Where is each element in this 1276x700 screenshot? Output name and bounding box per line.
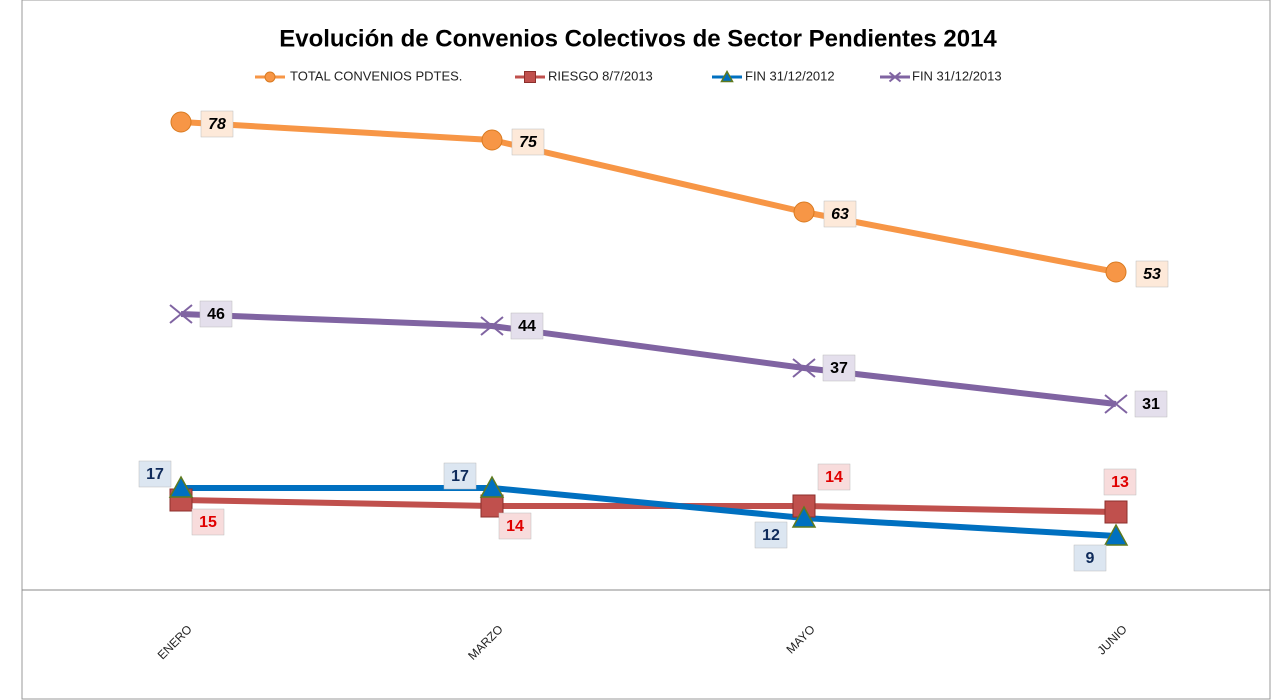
data-label-box	[511, 128, 545, 156]
legend-marker	[720, 69, 734, 83]
data-label: 13	[1111, 474, 1129, 491]
legend-label: TOTAL CONVENIOS PDTES.	[290, 68, 462, 83]
data-label: 37	[830, 360, 848, 377]
data-label-box	[443, 462, 477, 490]
data-point	[792, 358, 816, 378]
data-point	[481, 129, 503, 151]
data-label-box	[498, 512, 532, 540]
legend-label: FIN 31/12/2012	[745, 68, 835, 83]
data-label: 17	[451, 468, 469, 485]
data-point	[170, 111, 192, 133]
data-label: 14	[506, 518, 524, 535]
legend-marker	[524, 71, 536, 83]
data-label-box	[200, 110, 234, 138]
data-label: 12	[762, 527, 780, 544]
data-point	[169, 304, 193, 324]
data-label-box	[1135, 260, 1169, 288]
data-label: 9	[1086, 550, 1095, 567]
data-label: 15	[199, 514, 217, 531]
data-label-box	[754, 521, 788, 549]
data-label-box	[191, 508, 225, 536]
data-point	[479, 475, 505, 498]
data-label: 44	[518, 318, 536, 335]
legend-label: FIN 31/12/2013	[912, 68, 1002, 83]
legend-marker	[888, 71, 902, 83]
legend-label: RIESGO 8/7/2013	[548, 68, 653, 83]
data-label-box	[1134, 390, 1168, 418]
data-point	[168, 475, 194, 498]
data-label: 17	[146, 466, 164, 483]
legend-marker	[264, 71, 276, 83]
data-label-box	[823, 200, 857, 228]
data-point	[480, 316, 504, 336]
series-line	[181, 485, 1117, 539]
data-label-box	[822, 354, 856, 382]
series-line	[180, 311, 1117, 407]
data-point	[1104, 500, 1128, 524]
data-point	[1103, 523, 1129, 546]
data-label: 63	[831, 206, 849, 223]
data-label: 46	[207, 306, 225, 323]
data-label-box	[199, 300, 233, 328]
data-label-box	[1103, 468, 1137, 496]
data-label: 75	[519, 134, 538, 151]
series-line	[180, 119, 1117, 275]
data-point	[1105, 261, 1127, 283]
data-label-box	[817, 463, 851, 491]
data-point	[793, 201, 815, 223]
data-label: 78	[208, 116, 226, 133]
data-label-box	[510, 312, 544, 340]
data-point	[1104, 394, 1128, 414]
data-label-box	[1073, 544, 1107, 572]
chart-title: Evolución de Convenios Colectivos de Sec…	[279, 25, 997, 52]
data-label: 31	[1142, 396, 1160, 413]
data-point	[791, 505, 817, 528]
data-label: 53	[1143, 266, 1161, 283]
data-label-box	[138, 460, 172, 488]
data-label: 14	[825, 469, 843, 486]
